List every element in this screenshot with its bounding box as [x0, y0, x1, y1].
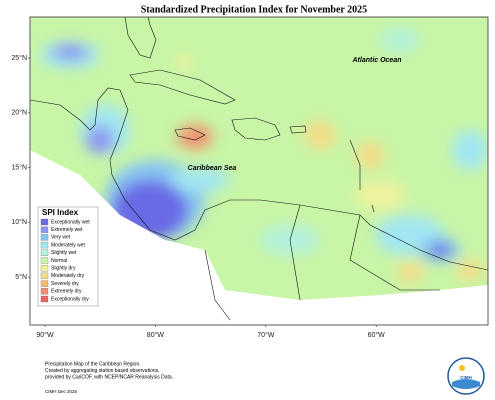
lon-label: 60°W	[368, 331, 386, 339]
footer-line: Created by aggregating station based obs…	[45, 368, 160, 374]
lon-label: 90°W	[36, 331, 54, 339]
legend-label: Exceptionally wet	[51, 219, 90, 225]
legend-label: Normal	[51, 258, 67, 264]
legend-label: Very wet	[51, 235, 71, 241]
logo-text: CIMH	[460, 375, 472, 380]
legend-swatch	[40, 257, 49, 264]
legend-swatch	[40, 234, 49, 241]
lon-label: 70°W	[257, 331, 275, 339]
lat-label: 10°N	[11, 218, 27, 226]
legend-label: Extremely dry	[51, 289, 82, 295]
legend-swatch	[40, 272, 49, 280]
legend-swatch	[40, 295, 49, 303]
legend-label: Severely dry	[51, 281, 79, 287]
interior-mask	[205, 250, 488, 325]
legend-label: Slightly dry	[51, 266, 76, 272]
map-title: Standardized Precipitation Index for Nov…	[141, 4, 367, 15]
legend-label: Slightly wet	[51, 250, 77, 256]
footer: Precipitation Map of the Caribbean Regio…	[45, 361, 173, 380]
legend-label: Extremely wet	[51, 227, 83, 233]
logo-sun	[459, 365, 465, 371]
legend-title: SPI Index	[42, 208, 79, 217]
logo-wave	[452, 379, 480, 389]
legend-label: Moderately dry	[51, 273, 85, 279]
legend: SPI Index Exceptionally wet Extremely wet…	[37, 206, 99, 307]
legend-swatch	[40, 241, 49, 249]
legend-label: Exceptionally dry	[51, 296, 89, 302]
place-label: Atlantic Ocean	[351, 57, 401, 64]
map-frame	[29, 16, 489, 326]
place-label: Caribbean Sea	[188, 165, 237, 172]
map-area	[30, 17, 488, 325]
credit: CIMH Dec 2025	[45, 389, 78, 394]
lat-label: 25°N	[11, 54, 27, 62]
legend-swatch	[40, 265, 49, 272]
legend-label: Moderately wet	[51, 242, 86, 248]
legend-swatch	[40, 280, 49, 287]
lat-label: 15°N	[11, 163, 27, 171]
footer-line: Precipitation Map of the Caribbean Regio…	[45, 361, 141, 367]
coastlines	[30, 17, 488, 321]
legend-swatch	[40, 218, 49, 226]
legend-swatch	[40, 288, 49, 295]
lat-label: 5°N	[15, 273, 27, 281]
lat-label: 20°N	[11, 109, 27, 117]
legend-swatch	[40, 226, 49, 233]
legend-swatch	[40, 249, 49, 256]
lon-label: 80°W	[147, 331, 165, 339]
footer-line: provided by CariCOF, with NCEP/NCAR Rean…	[45, 374, 173, 380]
